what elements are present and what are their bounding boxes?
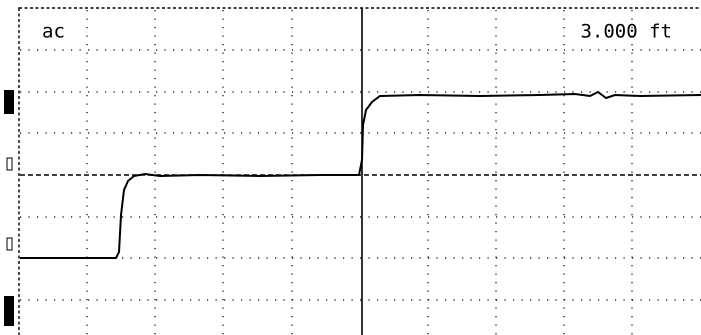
trace [20,90,701,259]
markers [4,90,14,326]
mode-label: ac [42,21,65,43]
grid [18,7,701,335]
cursor-readout: 3.000 ft [580,21,672,43]
